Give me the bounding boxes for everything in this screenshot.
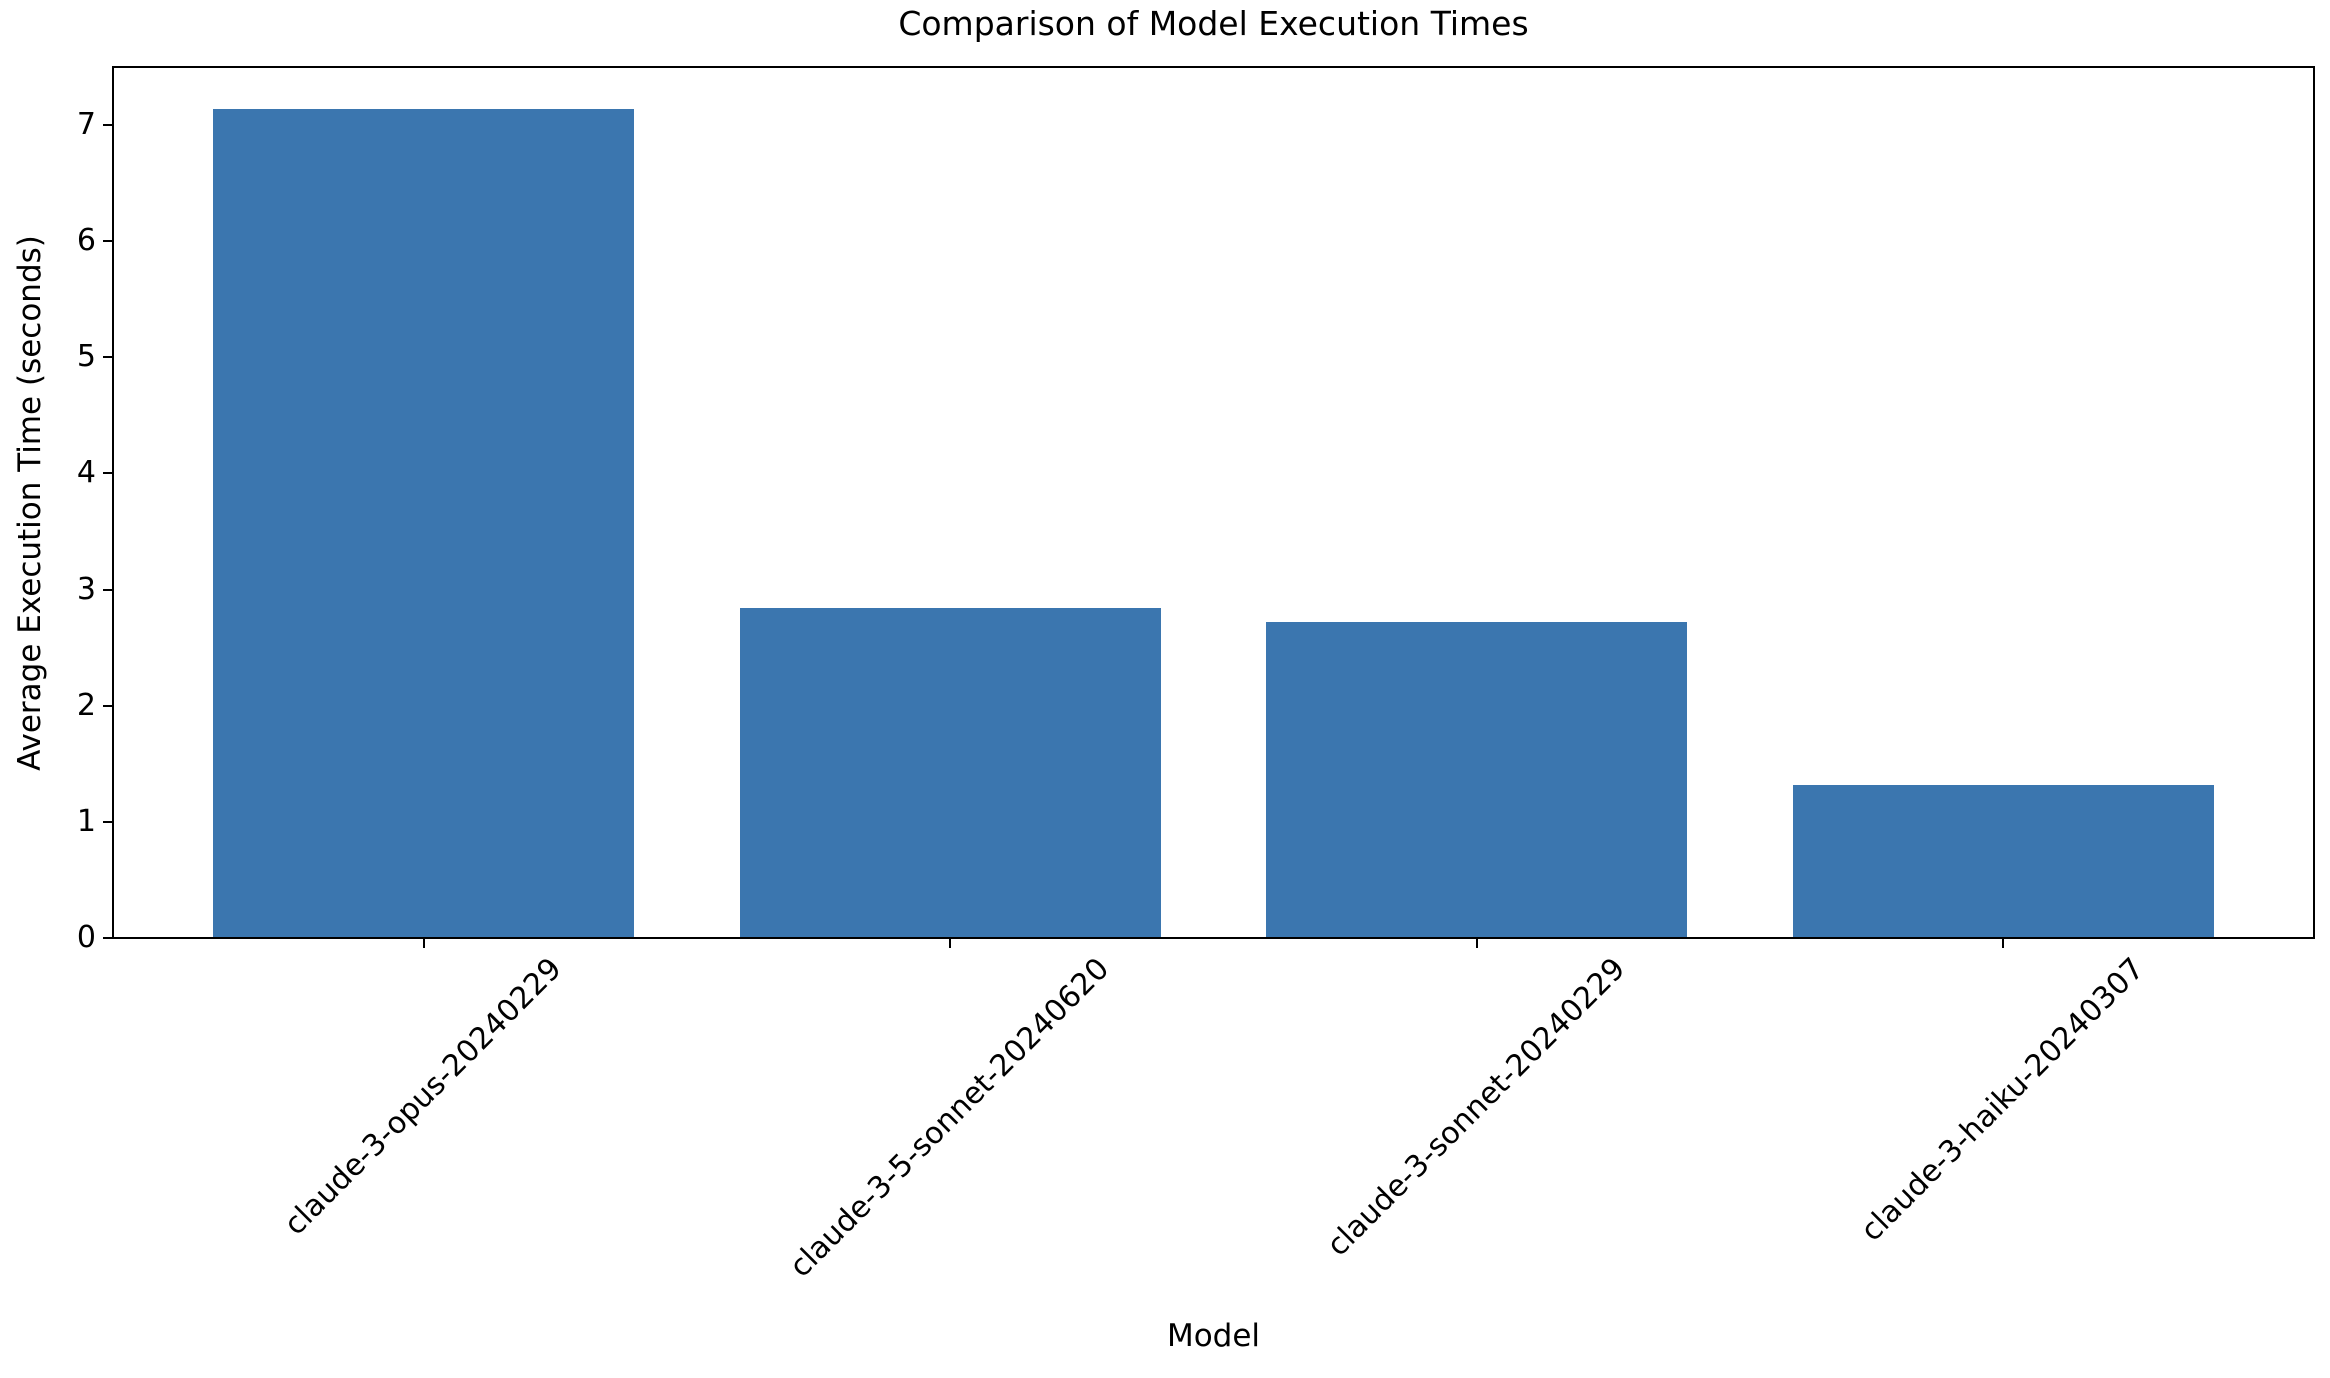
bar-claude-3-sonnet-20240229 (1266, 622, 1688, 938)
y-tick-label: 4 (76, 455, 96, 491)
y-tick-label: 2 (76, 687, 96, 723)
chart-title: Comparison of Model Execution Times (898, 4, 1529, 43)
bar-claude-3-haiku-20240307 (1792, 784, 2214, 938)
x-tick (1475, 938, 1478, 948)
y-tick (103, 356, 113, 359)
y-tick (103, 124, 113, 127)
y-tick (103, 240, 113, 243)
y-tick-label: 0 (76, 920, 96, 955)
y-tick (103, 472, 113, 475)
x-tick-label: claude-3-opus-20240229 (277, 951, 569, 1243)
x-tick (2002, 938, 2005, 948)
y-tick-label: 6 (76, 223, 96, 259)
y-tick-label: 1 (76, 803, 96, 839)
y-tick (103, 937, 113, 939)
y-tick-label: 5 (76, 339, 96, 375)
x-tick-label: claude-3-5-sonnet-20240620 (783, 951, 1117, 1285)
bar-claude-3-5-sonnet-20240620 (739, 608, 1161, 938)
y-tick (103, 704, 113, 707)
y-tick (103, 588, 113, 591)
x-axis-label: Model (1166, 1318, 1261, 1354)
x-tick-label: claude-3-haiku-20240307 (1854, 951, 2152, 1249)
bar-claude-3-opus-20240229 (213, 108, 635, 938)
y-tick-label: 3 (76, 571, 96, 607)
x-tick (422, 938, 425, 948)
x-tick (949, 938, 952, 948)
y-tick (103, 820, 113, 823)
y-tick-label: 7 (76, 107, 96, 143)
x-tick-label: claude-3-sonnet-20240229 (1320, 951, 1633, 1264)
